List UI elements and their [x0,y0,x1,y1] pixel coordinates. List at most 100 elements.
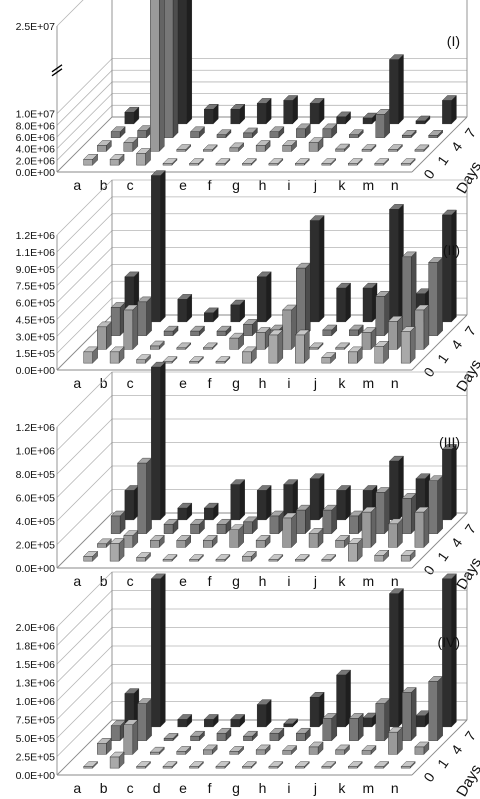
x-tick-label: a [73,177,81,193]
depth-tick-label: 1 [434,755,452,771]
y-tick-label: 2.5E+07 [16,21,56,33]
bar-a-day-1 [96,538,112,548]
bar-k-day-0 [347,158,363,166]
bar-c-day-4 [163,325,179,337]
bar-n-day-1 [414,304,430,350]
bar-e-day-0 [188,761,204,769]
bar-a-day-1 [96,321,112,350]
bar-m-day-4 [401,251,417,337]
y-tick-label: 0.0E+00 [16,563,56,575]
bar-m-day-4 [401,492,417,535]
depth-tick-label: 1 [434,152,452,168]
bar-h-day-1 [282,304,298,350]
bar-g-day-0 [241,346,257,364]
bar-k-day-7 [388,203,404,323]
bar-b-day-4 [137,125,153,139]
bar-i-day-7 [336,669,352,728]
bar-j-day-0 [321,352,337,364]
bar-a-day-1 [96,737,112,755]
bar-f-day-1 [229,524,245,548]
y-tick-label: 4.0E+06 [16,144,56,156]
y-tick-label: 1.2E+06 [16,230,56,242]
bar-c-day-7 [177,293,193,323]
bar-g-day-1 [255,327,271,350]
bar-k-day-0 [347,346,363,364]
bar-h-day-7 [309,215,325,323]
bar-g-day-0 [241,158,257,166]
x-tick-label: a [73,573,81,589]
chart-panel-4: 0.0E+00 2.5E+05 5.0E+05 7.5E+05 1.0E+06 1.3E+… [16,571,480,799]
chart-panel-1: 0.0E+002.0E+064.0E+066.0E+068.0E+061.0E+… [16,0,480,197]
x-tick-label: d [153,780,161,796]
x-tick-label: n [391,177,399,193]
bar-n-day-7 [441,95,457,125]
bar-g-day-1 [255,744,271,755]
bar-k-day-4 [375,290,391,337]
bar-f-day-4 [242,318,258,337]
x-tick-label: n [391,375,399,391]
bar-d-day-0 [162,158,178,166]
bar-f-day-0 [215,158,231,166]
bar-d-day-4 [190,518,205,535]
bar-e-day-0 [188,356,204,364]
bar-a-day-0 [83,153,99,166]
y-tick-label: 1.8E+06 [16,641,56,653]
x-tick-label: a [73,375,81,391]
bar-e-day-4 [216,129,232,139]
bar-i-day-0 [294,761,310,769]
bars [83,573,457,769]
bar-g-day-7 [283,95,299,125]
x-tick-label: n [391,573,399,589]
bar-a-day-0 [83,346,99,364]
y-tick-label: 1.0E+06 [16,696,56,708]
panel-label: (IV) [437,634,460,650]
bar-h-day-7 [309,691,325,728]
bar-j-day-4 [348,712,364,742]
x-tick-label: g [232,375,240,391]
bar-i-day-1 [308,342,324,350]
bar-b-day-7 [150,361,166,521]
depth-axis-line [411,719,468,776]
depth-axis-line [411,314,468,371]
bar-e-day-7 [230,479,246,521]
bar-n-day-4 [428,129,444,139]
gridline [56,590,467,646]
bar-b-day-1 [123,137,139,152]
bar-e-day-0 [188,554,204,562]
bar-f-day-1 [229,332,245,350]
bar-d-day-4 [190,325,205,337]
bar-a-day-0 [83,761,99,769]
x-tick-label: g [232,177,240,193]
bar-e-day-1 [202,144,218,152]
bar-b-day-7 [150,573,166,728]
bar-m-day-1 [387,518,403,548]
bar-i-day-7 [336,282,352,323]
y-tick-label: 1.5E+05 [16,348,56,360]
depth-tick-label: 4 [448,535,466,551]
bar-j-day-7 [362,112,378,125]
bar-c-day-4 [163,0,179,139]
panel-label: (I) [447,33,460,49]
bar-m-day-1 [387,726,403,755]
bar-k-day-0 [347,538,363,562]
bar-j-day-4 [348,324,364,337]
bar-m-day-4 [401,687,417,742]
x-tick-label: n [391,780,399,796]
bar-i-day-4 [322,504,338,535]
y-tick-label: 1.0E+06 [16,446,56,458]
bar-h-day-0 [268,329,284,364]
bar-b-day-0 [109,346,125,364]
bar-g-day-7 [283,718,299,728]
bar-f-day-4 [242,516,258,535]
bar-i-day-1 [308,137,324,152]
x-tick-label: b [100,573,108,589]
bar-c-day-0 [136,552,152,562]
bar-d-day-1 [176,342,192,350]
bar-c-day-0 [136,147,152,166]
bar-k-day-1 [361,745,377,755]
y-tick-label: 7.5E+05 [16,281,56,293]
x-tick-label: j [313,375,317,391]
y-tick-label: 6.0E+05 [16,298,56,310]
axis-frame [56,0,468,173]
bar-a-day-4 [110,720,126,742]
